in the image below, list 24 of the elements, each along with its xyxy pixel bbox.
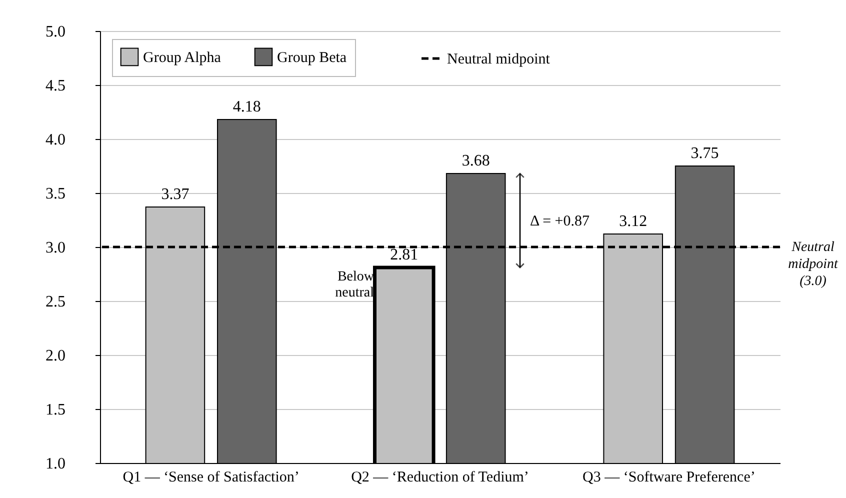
data-label: 4.18 bbox=[232, 98, 261, 116]
data-label: 2.81 bbox=[390, 246, 418, 264]
y-tick-label: 2.5 bbox=[46, 294, 66, 310]
y-tick-label: 4.0 bbox=[46, 132, 66, 148]
y-tick-label: 5.0 bbox=[46, 24, 66, 40]
y-tick-label: 3.5 bbox=[46, 186, 66, 202]
x-tick-label: Q2 — ‘Reduction of Tedium’ bbox=[351, 470, 529, 486]
data-label: 3.68 bbox=[462, 152, 490, 170]
data-label: 3.37 bbox=[161, 186, 190, 204]
legend-label: Group Alpha bbox=[143, 50, 222, 66]
y-tick-label: 1.0 bbox=[46, 456, 66, 472]
annotation: Below neutral bbox=[335, 270, 375, 301]
data-label: 3.75 bbox=[690, 145, 719, 162]
legend-label: Group Beta bbox=[277, 50, 347, 66]
x-tick-label: Q3 — ‘Software Preference’ bbox=[582, 470, 756, 486]
y-tick-label: 4.5 bbox=[46, 78, 66, 94]
text: Neutral midpoint (3.0) bbox=[788, 240, 839, 289]
data-label: 3.12 bbox=[619, 213, 648, 230]
y-tick-label: 1.5 bbox=[46, 402, 66, 418]
y-tick-label: 2.0 bbox=[46, 348, 66, 364]
legend-label: Neutral midpoint bbox=[447, 52, 551, 68]
x-tick-label: Q1 — ‘Sense of Satisfaction’ bbox=[122, 470, 300, 486]
y-tick-label: 3.0 bbox=[46, 240, 66, 256]
annotation: Δ = +0.87 bbox=[530, 214, 590, 230]
